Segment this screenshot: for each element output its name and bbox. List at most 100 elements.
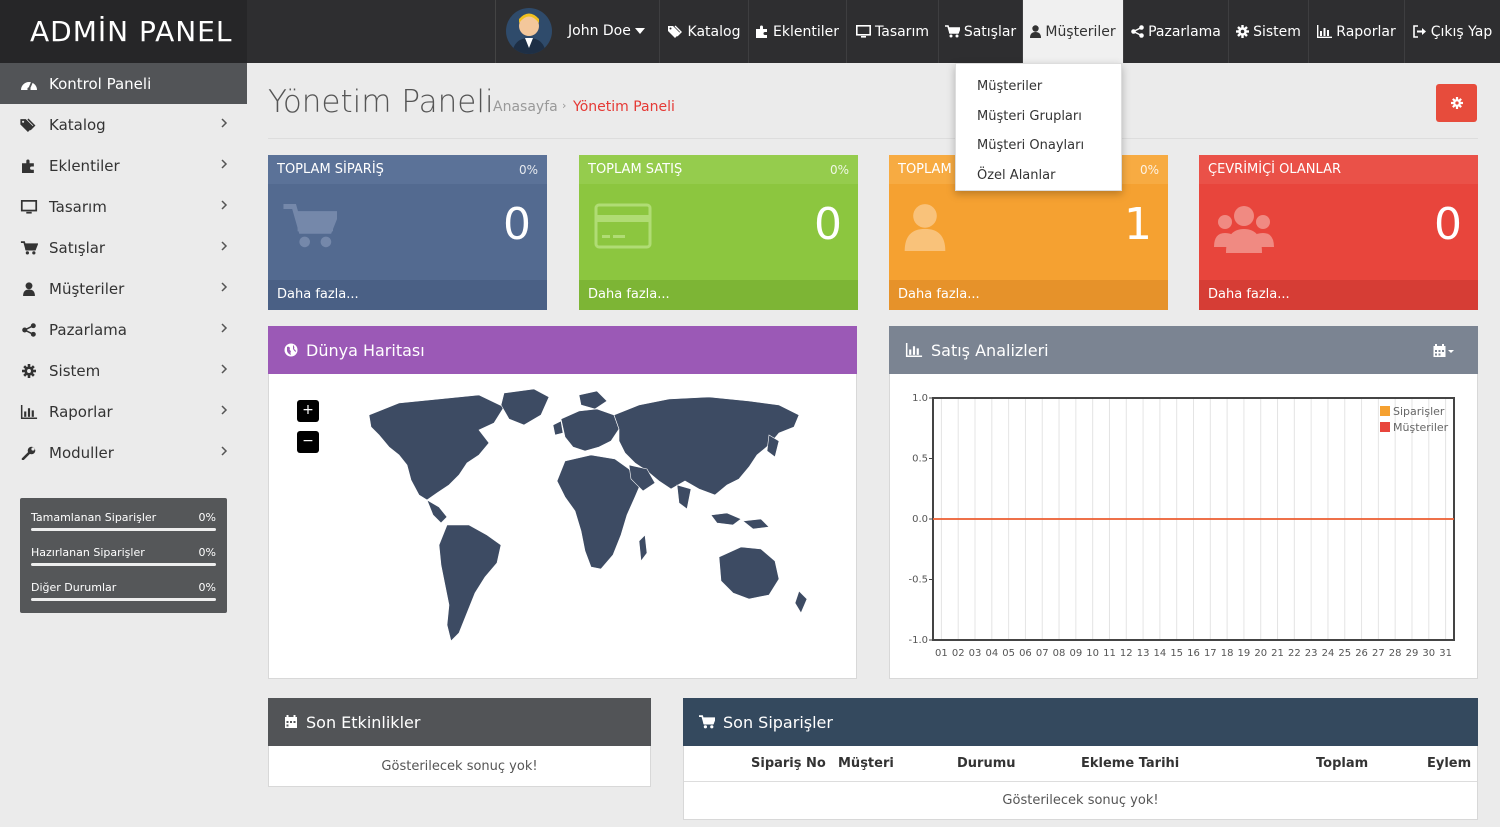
panel-header: Dünya Haritası [268,326,857,374]
chevron-right-icon [221,446,228,456]
topnav-raporlar[interactable]: Raporlar [1308,0,1404,63]
sidebar-item-label: Satışlar [49,238,106,257]
x-tick-label: 11 [1103,648,1116,659]
tile-title: TOPLAM SATIŞ [588,162,683,177]
tile-header: ÇEVRİMİÇİ OLANLAR [1199,155,1478,184]
dropdown-item-customers[interactable]: Müşteriler [977,79,1043,94]
y-tick-label: 0.0 [912,514,928,525]
sidebar-item-label: Moduller [49,443,114,462]
x-tick-label: 22 [1288,648,1301,659]
stat-value: 0% [198,546,216,559]
column-header-order-no[interactable]: Sipariş No [751,756,826,771]
settings-button[interactable] [1436,84,1477,122]
topnav-label: Katalog [687,23,741,40]
dropdown-item-custom-fields[interactable]: Özel Alanlar [977,167,1056,183]
topnav-label: Sistem [1253,23,1301,40]
topnav-satislar[interactable]: Satışlar [938,0,1022,63]
gear-icon [1450,97,1463,109]
x-tick-label: 16 [1187,648,1200,659]
y-tick-label: 1.0 [912,393,928,404]
topnav-label: Çıkış Yap [1430,23,1493,40]
x-tick-label: 13 [1137,648,1150,659]
sidebar-item-system[interactable]: Sistem [0,350,247,391]
monitor-icon [856,25,871,38]
x-tick-label: 03 [969,648,982,659]
sidebar-item-label: Müşteriler [49,279,125,298]
map-zoom-in-button[interactable]: + [297,400,319,422]
bar-chart-icon [1317,25,1333,38]
brand-logo[interactable]: ADMİN PANEL [0,0,247,63]
topnav-label: Satışlar [963,23,1017,40]
tile-online-users: ÇEVRİMİÇİ OLANLAR 0 Daha fazla... [1199,155,1478,310]
chevron-right-icon [221,200,228,210]
column-header-status[interactable]: Durumu [957,756,1016,771]
sidebar-item-dashboard[interactable]: Kontrol Paneli [0,63,247,104]
cart-icon [944,25,960,38]
users-icon [1214,206,1274,253]
panel-header: Son Etkinlikler [268,698,651,746]
tile-value: 0 [814,199,842,250]
sidebar-item-marketing[interactable]: Pazarlama [0,309,247,350]
tile-title: TOPLAM SİPARİŞ [277,162,384,177]
topnav-logout[interactable]: Çıkış Yap [1404,0,1500,63]
topnav-label: Müşteriler [1045,23,1116,40]
column-header-total[interactable]: Toplam [1316,756,1369,771]
chevron-right-icon [221,159,228,169]
sidebar-item-modules[interactable]: Moduller [0,432,247,473]
chevron-right-icon [221,118,228,128]
column-header-date-added[interactable]: Ekleme Tarihi [1081,756,1180,771]
topnav-katalog[interactable]: Katalog [659,0,748,63]
table-divider [684,781,1477,782]
topnav-eklentiler[interactable]: Eklentiler [748,0,846,63]
tile-percent: 0% [518,163,538,177]
sidebar-item-customers[interactable]: Müşteriler [0,268,247,309]
sidebar-item-design[interactable]: Tasarım [0,186,247,227]
topnav-tasarim[interactable]: Tasarım [846,0,938,63]
column-header-customer[interactable]: Müşteri [838,756,894,771]
user-icon [23,281,35,296]
topnav-label: Raporlar [1336,23,1396,40]
recent-orders-panel: Son Siparişler Sipariş No Müşteri Durumu… [683,698,1478,820]
legend-label: Müşteriler [1393,421,1449,434]
dropdown-item-customer-groups[interactable]: Müşteri Grupları [977,108,1082,124]
topnav-pazarlama[interactable]: Pazarlama [1123,0,1228,63]
world-map-panel: Dünya Haritası + − [268,326,857,679]
calendar-dropdown-button[interactable] [1433,343,1455,362]
sidebar-item-catalog[interactable]: Katalog [0,104,247,145]
tile-footer-label: Daha fazla... [1208,287,1290,302]
world-map[interactable] [329,385,829,660]
tile-value: 0 [503,199,531,250]
tile-more-link[interactable]: Daha fazla... [889,280,1168,310]
breadcrumb-home[interactable]: Anasayfa [493,99,558,115]
x-tick-label: 01 [935,648,948,659]
sidebar-item-label: Katalog [49,115,106,134]
stat-label: Diğer Durumlar [31,581,117,594]
x-tick-label: 19 [1238,648,1251,659]
tile-percent: 0% [1139,163,1159,177]
tile-more-link[interactable]: Daha fazla... [1199,280,1478,310]
sidebar-item-sales[interactable]: Satışlar [0,227,247,268]
sidebar-item-label: Raporlar [49,402,113,421]
cart-icon [283,204,337,248]
x-tick-label: 04 [985,648,998,659]
sidebar-item-extensions[interactable]: Eklentiler [0,145,247,186]
dropdown-item-customer-approvals[interactable]: Müşteri Onayları [977,138,1085,153]
x-tick-label: 14 [1154,648,1167,659]
stat-value: 0% [198,511,216,524]
calendar-icon [285,715,297,728]
tile-more-link[interactable]: Daha fazla... [268,280,547,310]
x-tick-label: 07 [1036,648,1049,659]
tile-more-link[interactable]: Daha fazla... [579,280,858,310]
share-icon [22,322,36,337]
x-tick-label: 18 [1221,648,1234,659]
monitor-icon [20,199,38,214]
breadcrumb-current[interactable]: Yönetim Paneli [573,99,675,115]
user-menu[interactable]: John Doe [495,0,660,63]
sign-out-icon [1412,25,1426,38]
topnav-musteriler[interactable]: Müşteriler [1022,0,1123,63]
map-zoom-out-button[interactable]: − [297,431,319,453]
chevron-right-icon [221,405,228,415]
sidebar-item-reports[interactable]: Raporlar [0,391,247,432]
tile-header: TOPLAM SATIŞ 0% [579,155,858,184]
topnav-sistem[interactable]: Sistem [1228,0,1308,63]
